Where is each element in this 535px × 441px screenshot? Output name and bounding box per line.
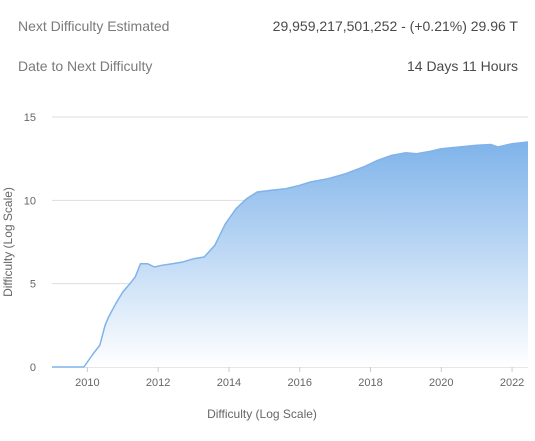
y-tick-label-15: 15 — [24, 112, 36, 124]
x-tick-label-2020: 2020 — [429, 377, 453, 389]
x-tick-label-2018: 2018 — [358, 377, 382, 389]
date-to-next-difficulty-value: 14 Days 11 Hours — [406, 58, 518, 74]
next-difficulty-value: 29,959,217,501,252 - (+0.21%) 29.96 T — [272, 18, 518, 34]
x-tick-label-2010: 2010 — [75, 377, 99, 389]
y-tick-label-10: 10 — [24, 195, 36, 207]
difficulty-line — [52, 141, 529, 368]
area-series — [52, 141, 529, 368]
next-difficulty-label: Next Difficulty Estimated — [18, 18, 170, 34]
next-difficulty-row: Next Difficulty Estimated 29,959,217,501… — [18, 15, 518, 37]
x-tick-label-2016: 2016 — [287, 377, 311, 389]
date-to-next-difficulty-row: Date to Next Difficulty 14 Days 11 Hours — [18, 55, 518, 77]
y-tick-label-5: 5 — [30, 279, 36, 291]
y-axis-title: Difficulty (Log Scale) — [1, 187, 15, 297]
y-axis-ticks: 0 5 10 15 — [24, 112, 36, 374]
date-to-next-difficulty-label: Date to Next Difficulty — [18, 58, 153, 74]
x-axis-title: Difficulty (Log Scale) — [207, 407, 317, 421]
x-tick-label-2014: 2014 — [217, 377, 241, 389]
x-axis-ticks: 2010 2012 2014 2016 2018 2020 2022 — [75, 367, 524, 389]
difficulty-area — [52, 142, 528, 367]
y-tick-label-0: 0 — [30, 362, 36, 374]
x-tick-label-2012: 2012 — [146, 377, 170, 389]
x-tick-label-2022: 2022 — [500, 377, 524, 389]
